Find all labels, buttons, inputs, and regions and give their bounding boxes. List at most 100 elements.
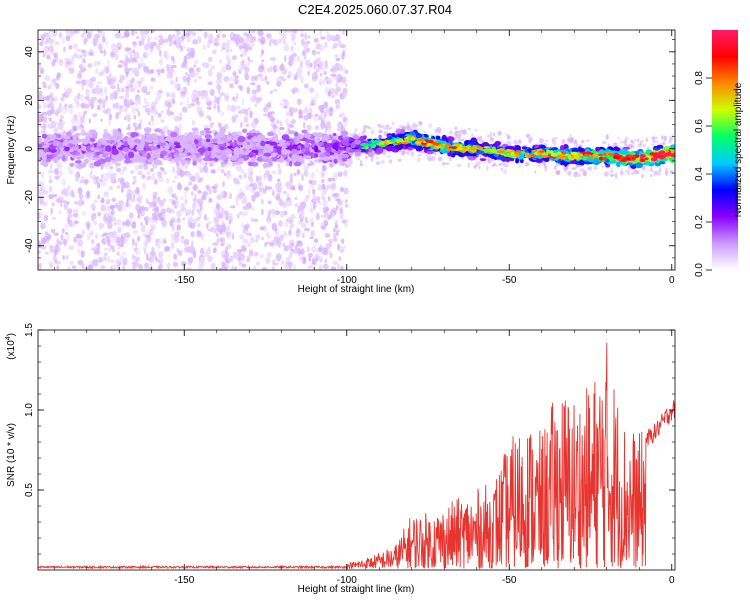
noise-blob: [73, 220, 79, 224]
noise-blob: [309, 207, 314, 213]
noise-blob: [197, 223, 201, 228]
noise-blob: [42, 200, 48, 207]
noise-blob: [317, 185, 323, 192]
noise-blob: [144, 262, 149, 269]
noise-blob: [336, 263, 340, 270]
noise-blob: [39, 197, 43, 205]
noise-blob: [303, 161, 306, 170]
noise-blob: [194, 193, 197, 201]
noise-blob: [133, 114, 137, 120]
noise-blob: [196, 216, 200, 221]
noise-blob: [304, 105, 309, 113]
noise-blob: [298, 256, 304, 261]
noise-blob: [113, 172, 117, 178]
noise-blob: [155, 92, 160, 96]
noise-blob: [43, 45, 49, 53]
noise-blob: [489, 131, 492, 138]
noise-blob: [109, 166, 114, 170]
noise-blob: [156, 170, 163, 178]
noise-blob: [160, 110, 164, 114]
noise-blob: [219, 213, 224, 219]
noise-blob: [300, 208, 305, 217]
noise-blob: [39, 123, 44, 129]
noise-blob: [165, 50, 169, 57]
noise-blob: [48, 117, 53, 122]
noise-blob: [104, 86, 108, 95]
noise-blob: [116, 218, 122, 226]
noise-blob: [198, 211, 202, 219]
noise-blob: [81, 104, 85, 108]
noise-blob: [67, 266, 71, 270]
noise-blob: [271, 266, 275, 270]
noise-blob: [655, 172, 661, 176]
noise-blob: [304, 227, 310, 232]
noise-blob: [487, 134, 491, 138]
noise-blob: [60, 234, 64, 241]
noise-blob: [127, 47, 131, 51]
noise-blob: [117, 245, 120, 250]
noise-blob: [73, 96, 79, 104]
noise-blob: [75, 80, 82, 85]
noise-blob: [563, 166, 568, 172]
noise-blob: [382, 150, 387, 156]
noise-blob: [179, 169, 185, 178]
noise-blob: [282, 190, 288, 195]
noise-blob: [317, 247, 323, 253]
noise-blob: [266, 80, 270, 85]
noise-blob: [111, 208, 115, 216]
noise-blob: [412, 123, 415, 130]
band-blob: [340, 153, 350, 159]
noise-blob: [301, 173, 305, 182]
noise-blob: [207, 221, 212, 225]
noise-blob: [332, 260, 338, 265]
band-blob: [407, 146, 414, 151]
noise-blob: [315, 256, 318, 262]
noise-blob: [339, 206, 343, 214]
noise-blob: [38, 131, 41, 135]
noise-blob: [115, 163, 121, 167]
noise-blob: [217, 109, 221, 114]
noise-blob: [225, 64, 232, 71]
noise-blob: [234, 266, 237, 270]
band-blob: [363, 135, 367, 140]
noise-blob: [141, 86, 147, 91]
noise-blob: [213, 216, 220, 223]
noise-blob: [210, 262, 216, 270]
noise-blob: [292, 26, 297, 29]
noise-blob: [313, 97, 317, 106]
band-blob: [251, 161, 259, 167]
noise-blob: [634, 138, 638, 142]
noise-blob: [187, 81, 190, 86]
noise-blob: [110, 237, 117, 244]
noise-blob: [279, 198, 283, 207]
noise-blob: [44, 75, 51, 81]
noise-blob: [653, 139, 656, 144]
band-blob: [162, 156, 168, 161]
noise-blob: [503, 162, 507, 167]
noise-blob: [38, 240, 41, 245]
noise-blob: [103, 256, 107, 261]
noise-blob: [246, 241, 252, 248]
noise-blob: [335, 34, 339, 42]
noise-blob: [198, 30, 202, 32]
noise-blob: [668, 139, 672, 144]
noise-blob: [205, 217, 210, 221]
noise-blob: [320, 121, 326, 128]
band-blob: [146, 147, 151, 152]
noise-blob: [229, 83, 234, 88]
band-blob: [154, 128, 162, 133]
noise-blob: [230, 104, 237, 113]
noise-blob: [264, 170, 270, 177]
noise-blob: [226, 243, 232, 250]
band-blob: [211, 152, 216, 159]
band-blob: [339, 162, 347, 167]
noise-blob: [175, 76, 178, 83]
noise-blob: [52, 30, 58, 37]
noise-blob: [661, 142, 665, 145]
noise-blob: [175, 40, 179, 49]
noise-blob: [275, 77, 281, 82]
noise-blob: [246, 107, 252, 111]
band-blob: [143, 127, 152, 133]
noise-blob: [217, 30, 222, 34]
noise-blob: [186, 47, 192, 53]
